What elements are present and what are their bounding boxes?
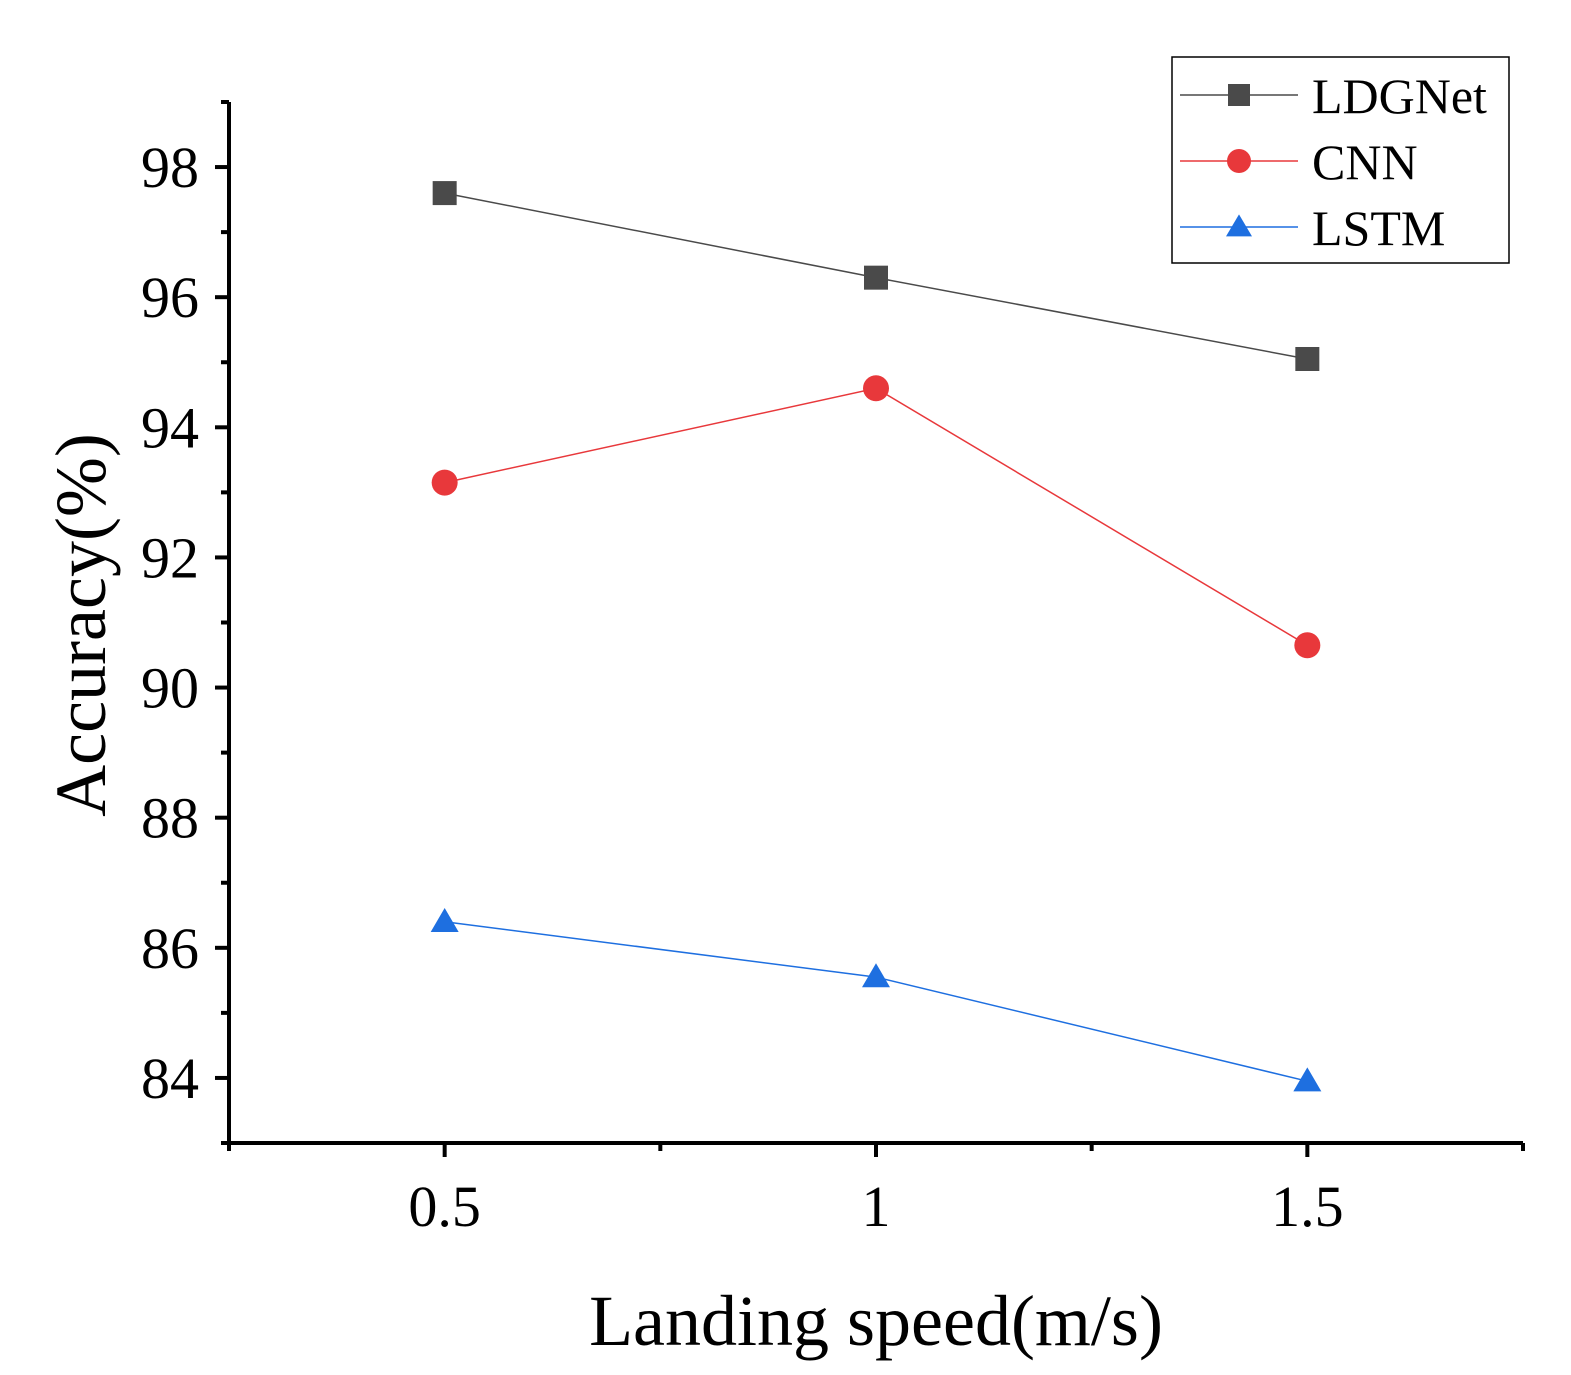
y-tick-label: 84	[141, 1046, 199, 1111]
legend-ldgnet-label: LDGNet	[1312, 68, 1487, 124]
ldgnet-data-point	[864, 265, 888, 290]
cnn-data-point	[1294, 632, 1321, 659]
x-tick-label: 1.5	[1271, 1174, 1344, 1239]
x-axis-title: Landing speed(m/s)	[589, 1281, 1163, 1361]
x-tick-label: 0.5	[408, 1174, 481, 1239]
series-lines	[444, 192, 1308, 1082]
y-axis-title: Accuracy(%)	[41, 433, 121, 817]
cnn-data-point	[431, 469, 458, 496]
x-tick-label: 1	[862, 1174, 891, 1239]
ldgnet-data-point	[432, 181, 457, 206]
y-tick-label: 96	[141, 265, 199, 330]
y-tick-label: 98	[141, 135, 199, 200]
y-tick-label: 86	[141, 916, 199, 981]
lstm-data-point	[862, 963, 890, 988]
lstm-data-point	[430, 907, 459, 932]
cnn-series-line	[444, 387, 1308, 646]
legend-lstm-label: LSTM	[1312, 200, 1445, 256]
legend-cnn-label: CNN	[1312, 134, 1418, 190]
y-tick-label: 90	[141, 656, 199, 721]
legend-ldgnet-marker	[1228, 84, 1250, 106]
series-markers	[430, 181, 1322, 1092]
legend-lstm-marker	[1226, 214, 1252, 237]
legend: LDGNet CNN LSTM	[1171, 56, 1510, 264]
axes: 84 86 88 90 92 94 96 98 0.5 1 1.5	[141, 100, 1525, 1239]
y-tick-label: 94	[141, 395, 199, 460]
cnn-data-point	[863, 375, 889, 402]
lstm-series-line	[444, 921, 1308, 1082]
y-tick-label: 92	[141, 525, 199, 590]
y-tick-label: 88	[141, 786, 199, 851]
lstm-data-point	[1293, 1067, 1322, 1092]
ldgnet-data-point	[1295, 346, 1320, 371]
legend-cnn-marker	[1227, 149, 1251, 173]
